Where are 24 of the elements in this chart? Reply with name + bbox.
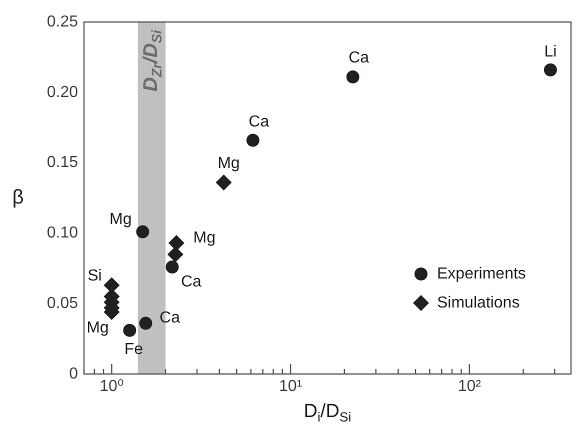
annotation: Mg — [218, 154, 240, 172]
y-tick-label: 0 — [69, 365, 78, 382]
x-tick-label: 10⁰ — [100, 378, 124, 396]
legend-label: Experiments — [437, 265, 526, 282]
annotation: Si — [88, 268, 102, 285]
x-tick-label: 10¹ — [278, 378, 302, 396]
annotation: Mg — [193, 229, 216, 246]
y-axis-title: β — [12, 186, 24, 209]
annotation: Ca — [348, 49, 370, 66]
annotation: Li — [544, 43, 557, 60]
x-tick-label: 10² — [458, 378, 482, 396]
y-tick-label: 0.20 — [46, 84, 78, 101]
legend-label: Simulations — [437, 294, 520, 312]
annotation: Ca — [248, 114, 270, 131]
annotation: Ca — [160, 310, 180, 327]
annotation: Ca — [181, 273, 202, 290]
annotation: Mg — [86, 319, 109, 336]
band-label: DZr/DSi — [140, 28, 165, 92]
annotation: Mg — [110, 211, 132, 228]
y-tick-label: 0.05 — [46, 295, 78, 312]
y-tick-label: 0.15 — [46, 154, 78, 172]
annotation: Fe — [124, 340, 144, 358]
y-tick-label: 0.10 — [46, 224, 78, 242]
y-tick-label: 0.25 — [46, 13, 78, 30]
